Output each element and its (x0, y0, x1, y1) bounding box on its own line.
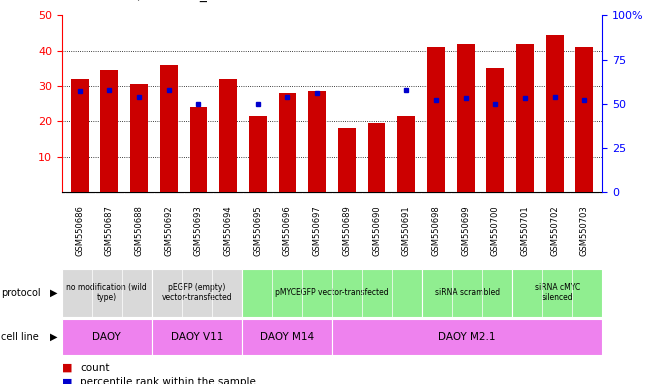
Text: GSM550703: GSM550703 (580, 205, 589, 256)
Text: count: count (80, 363, 109, 373)
Text: ▶: ▶ (50, 332, 58, 342)
Bar (62, 269, 152, 317)
Bar (152, 269, 242, 317)
Text: GDS4466 / 226699_at: GDS4466 / 226699_at (68, 0, 221, 2)
Text: cell line: cell line (1, 332, 39, 342)
Text: siRNA scrambled: siRNA scrambled (434, 288, 500, 297)
Text: GSM550686: GSM550686 (75, 205, 84, 256)
Text: DAOY: DAOY (92, 332, 121, 342)
Text: GSM550702: GSM550702 (550, 205, 559, 256)
Text: GSM550690: GSM550690 (372, 205, 381, 256)
Text: GSM550689: GSM550689 (342, 205, 352, 256)
Bar (486, 68, 505, 192)
Bar (71, 79, 89, 192)
Text: ▶: ▶ (50, 288, 58, 298)
Bar (279, 93, 296, 192)
Text: pEGFP (empty)
vector-transfected: pEGFP (empty) vector-transfected (161, 283, 232, 303)
Bar (219, 79, 237, 192)
Text: ■: ■ (62, 363, 72, 373)
Text: ■: ■ (62, 377, 72, 384)
Bar (332, 319, 602, 355)
Text: GSM550688: GSM550688 (135, 205, 143, 256)
Bar (249, 116, 267, 192)
Bar (457, 44, 475, 192)
Bar (516, 44, 534, 192)
Bar (152, 319, 242, 355)
Text: GSM550694: GSM550694 (223, 205, 232, 256)
Bar (242, 319, 332, 355)
Bar (62, 319, 152, 355)
Bar (338, 128, 355, 192)
Text: GSM550697: GSM550697 (312, 205, 322, 256)
Bar (159, 65, 178, 192)
Text: siRNA cMYC
silenced: siRNA cMYC silenced (534, 283, 580, 303)
Text: DAOY M14: DAOY M14 (260, 332, 314, 342)
Bar (368, 123, 385, 192)
Bar (427, 47, 445, 192)
Text: no modification (wild
type): no modification (wild type) (66, 283, 147, 303)
Bar (575, 47, 593, 192)
Text: GSM550693: GSM550693 (194, 205, 203, 256)
Text: protocol: protocol (1, 288, 41, 298)
Text: GSM550687: GSM550687 (105, 205, 114, 256)
Text: GSM550691: GSM550691 (402, 205, 411, 256)
Text: DAOY V11: DAOY V11 (171, 332, 223, 342)
Text: GSM550695: GSM550695 (253, 205, 262, 256)
Text: GSM550701: GSM550701 (521, 205, 529, 256)
Bar (309, 91, 326, 192)
Text: DAOY M2.1: DAOY M2.1 (438, 332, 496, 342)
Bar (189, 107, 207, 192)
Bar (546, 35, 564, 192)
Bar (422, 269, 512, 317)
Text: GSM550699: GSM550699 (461, 205, 470, 256)
Text: GSM550700: GSM550700 (491, 205, 500, 256)
Text: percentile rank within the sample: percentile rank within the sample (80, 377, 256, 384)
Text: GSM550696: GSM550696 (283, 205, 292, 256)
Bar (512, 269, 602, 317)
Bar (397, 116, 415, 192)
Bar (242, 269, 422, 317)
Text: GSM550692: GSM550692 (164, 205, 173, 256)
Bar (100, 70, 118, 192)
Bar (130, 84, 148, 192)
Text: pMYCEGFP vector-transfected: pMYCEGFP vector-transfected (275, 288, 389, 297)
Text: GSM550698: GSM550698 (432, 205, 441, 256)
